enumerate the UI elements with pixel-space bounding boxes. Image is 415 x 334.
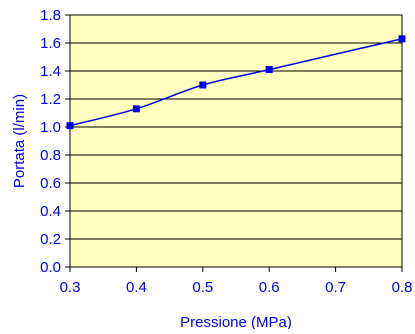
y-tick-label: 1.2 xyxy=(40,91,61,108)
grid-lines xyxy=(70,42,402,240)
y-tick-label: 0.2 xyxy=(40,231,61,248)
data-point-marker xyxy=(199,81,207,89)
y-axis-title: Portata (l/min) xyxy=(11,94,28,188)
plot-area xyxy=(69,14,403,268)
data-point-marker xyxy=(265,66,273,74)
x-axis-title: Pressione (MPa) xyxy=(180,314,292,329)
y-tick-label: 0.8 xyxy=(40,147,61,164)
x-tick-label: 0.4 xyxy=(126,279,147,296)
y-tick-label: 0.0 xyxy=(40,259,61,276)
y-tick-label: 0.6 xyxy=(40,175,61,192)
y-tick-label: 1.8 xyxy=(40,7,61,24)
y-tick-label: 1.0 xyxy=(40,119,61,136)
y-ticks: 0.0 0.2 0.4 0.6 0.8 1.0 1.2 1.4 1.6 1.8 xyxy=(40,7,70,276)
data-point-marker xyxy=(66,122,74,130)
x-ticks: 0.3 0.4 0.5 0.6 0.7 0.8 xyxy=(60,267,413,296)
x-tick-label: 0.6 xyxy=(259,279,280,296)
x-tick-label: 0.5 xyxy=(192,279,213,296)
series-group xyxy=(66,35,406,130)
data-point-marker xyxy=(398,35,406,43)
x-tick-label: 0.7 xyxy=(325,279,346,296)
series-line xyxy=(69,38,403,127)
y-tick-label: 1.4 xyxy=(40,63,61,80)
y-tick-label: 1.6 xyxy=(40,35,61,52)
x-tick-label: 0.3 xyxy=(60,279,81,296)
data-point-marker xyxy=(132,105,140,113)
x-tick-label: 0.8 xyxy=(392,279,413,296)
y-tick-label: 0.4 xyxy=(40,203,61,220)
